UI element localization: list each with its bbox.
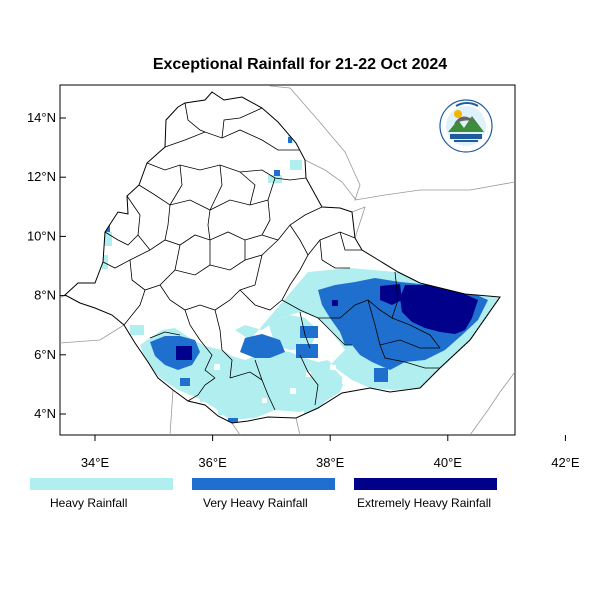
x-tick-label: 38°E (316, 455, 345, 470)
y-tick-label: 6°N (34, 347, 56, 362)
ethiopia-border (64, 91, 501, 424)
extremely-heavy-rainfall-area (176, 284, 478, 360)
x-tick-label: 36°E (198, 455, 227, 470)
y-tick-label: 4°N (34, 406, 56, 421)
x-tick-label: 42°E (551, 455, 580, 470)
legend-swatch-extremely-heavy (354, 478, 497, 490)
y-tick-label: 10°N (27, 228, 56, 243)
admin-boundaries (102, 102, 441, 411)
x-tick-label: 40°E (434, 455, 463, 470)
y-tick-label: 8°N (34, 288, 56, 303)
x-tick-labels: 34°E36°E38°E40°E42°E44°E46°E48°E (81, 455, 580, 470)
x-tick-label: 34°E (81, 455, 110, 470)
y-tick-label: 14°N (27, 110, 56, 125)
legend-label-extremely-heavy: Extremely Heavy Rainfall (357, 496, 492, 510)
axis-ticks (60, 117, 566, 441)
neighbor-borders (60, 85, 515, 435)
legend-label-very-heavy: Very Heavy Rainfall (203, 496, 308, 510)
y-tick-labels: 14°N 12°N 10°N 8°N 6°N 4°N (27, 110, 56, 421)
legend-swatch-very-heavy (192, 478, 335, 490)
rainfall-shading (100, 135, 500, 423)
y-tick-label: 12°N (27, 169, 56, 184)
legend-swatch-heavy (30, 478, 173, 490)
emi-logo-icon (439, 99, 493, 153)
legend-label-heavy: Heavy Rainfall (50, 496, 128, 510)
map-title: Exceptional Rainfall for 21-22 Oct 2024 (152, 56, 448, 73)
